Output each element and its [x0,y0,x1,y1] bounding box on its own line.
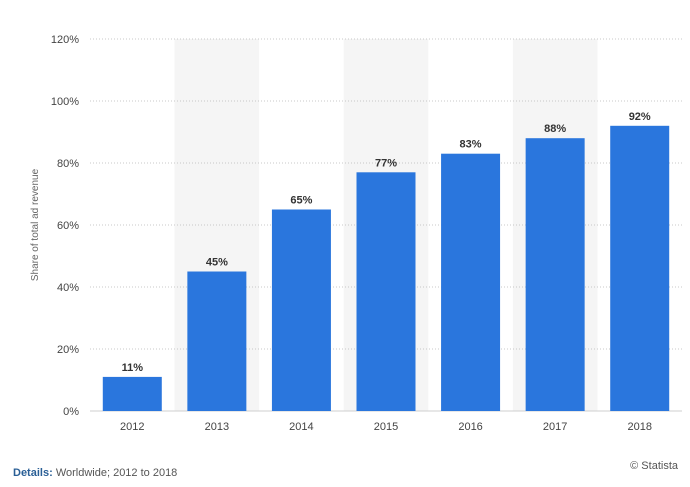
data-label-2015: 77% [375,157,397,169]
source-credit: © Statista [630,460,678,472]
bars [102,125,670,412]
y-tick-label-20: 20% [57,344,79,356]
x-tick-label-2015: 2015 [374,421,398,433]
y-tick-label-60: 60% [57,220,79,232]
bar-2017 [525,138,585,411]
bar-2013 [187,271,247,411]
y-axis-label: Share of total ad revenue [30,168,41,281]
bar-2015 [356,172,416,411]
details-text: Worldwide; 2012 to 2018 [55,467,178,479]
x-tick-label-2012: 2012 [120,421,144,433]
data-label-2012: 11% [122,362,144,374]
y-tick-label-80: 80% [57,158,79,170]
y-tick-label-40: 40% [57,282,79,294]
bar-2018 [610,125,670,412]
x-tick-label-2017: 2017 [543,421,567,433]
y-tick-label-0: 0% [63,406,79,418]
data-label-2013: 45% [206,257,228,269]
details-label: Details: [13,467,53,479]
data-labels: 11% 45% 65% 77% 83% 88% 92% [122,111,651,374]
y-axis-ticks: 0% 20% 40% 60% 80% 100% 120% [51,34,79,418]
data-label-2014: 65% [290,195,312,207]
x-axis-ticks: 2012 2013 2014 2015 2016 2017 2018 [120,421,652,433]
details-footer: Details: Worldwide; 2012 to 2018 [13,467,177,479]
bar-2016 [441,153,501,411]
x-tick-label-2013: 2013 [205,421,229,433]
bar-2014 [271,209,331,411]
x-tick-label-2016: 2016 [458,421,482,433]
data-label-2017: 88% [544,123,566,135]
y-tick-label-100: 100% [51,96,79,108]
y-tick-label-120: 120% [51,34,79,46]
data-label-2016: 83% [460,139,482,151]
data-label-2018: 92% [629,111,651,123]
x-tick-label-2018: 2018 [627,421,651,433]
x-tick-label-2014: 2014 [289,421,313,433]
bar-2012 [102,376,162,411]
